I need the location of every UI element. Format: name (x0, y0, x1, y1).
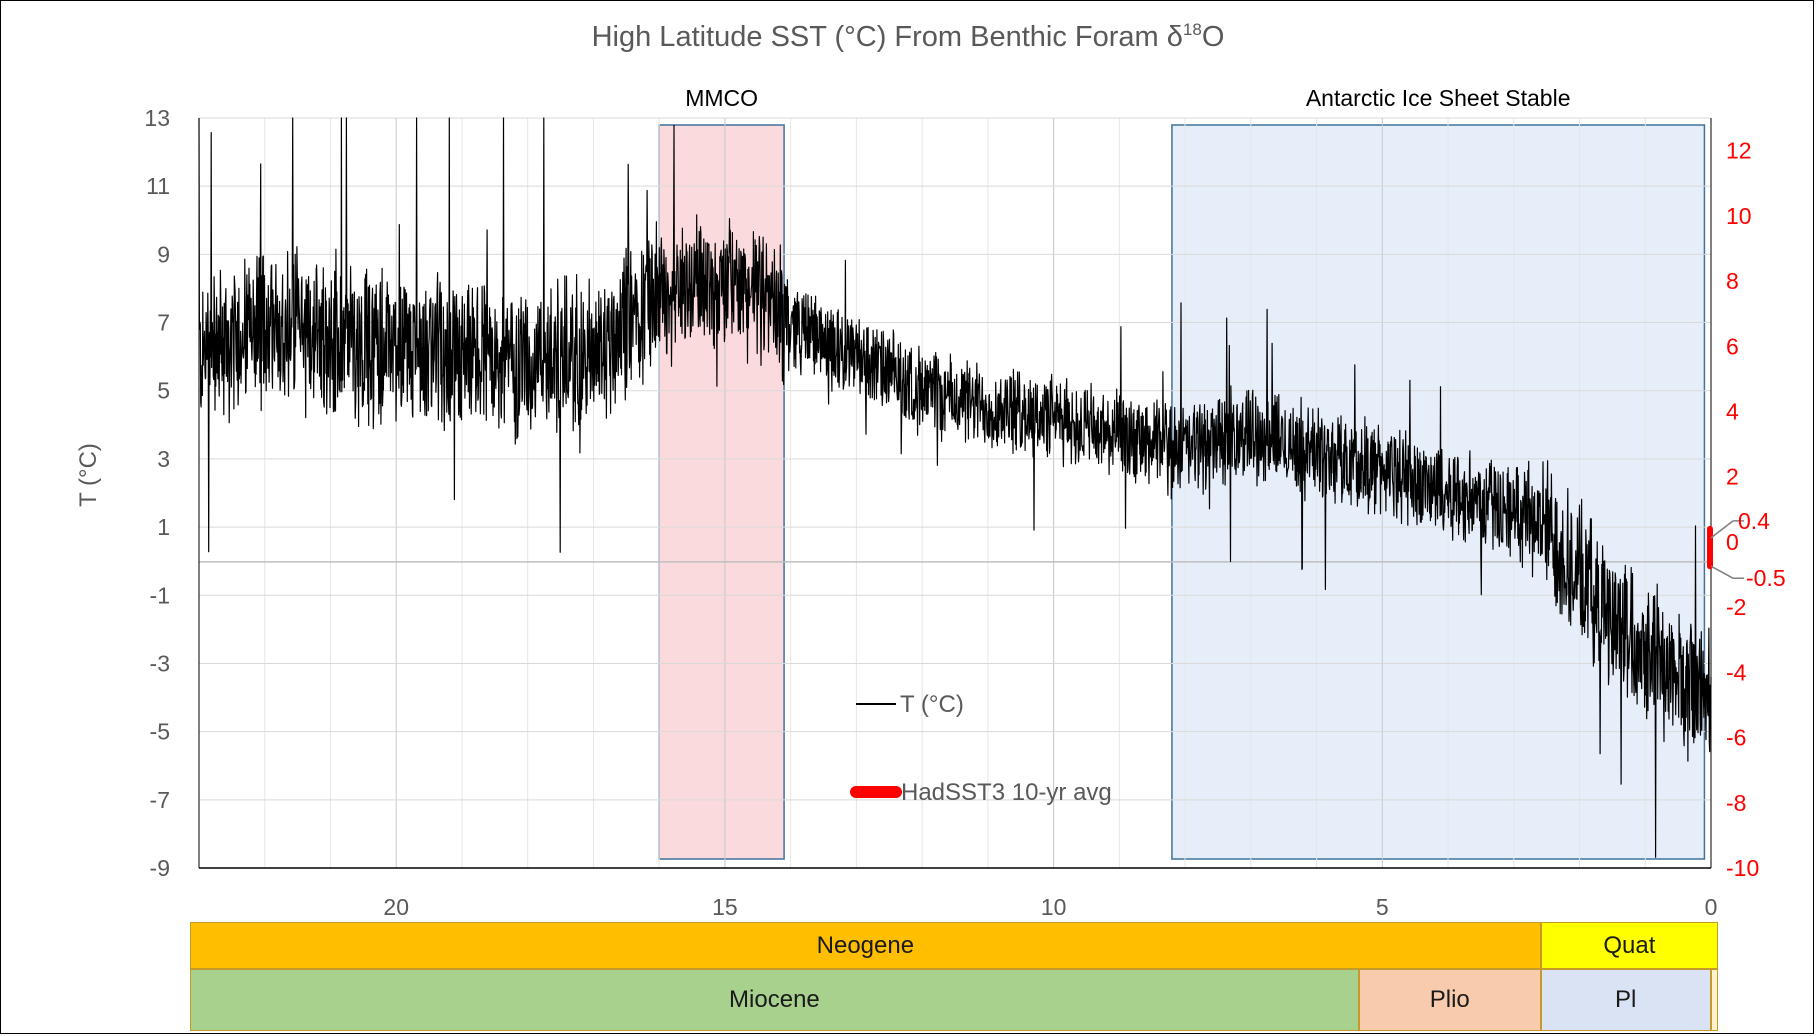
y-tick-label: -7 (150, 787, 170, 813)
y2-tick-label: 10 (1726, 203, 1752, 229)
period-band-quat: Quat (1540, 922, 1718, 969)
legend-label-temperature: T (°C) (900, 691, 964, 718)
legend-label-hadsst3: HadSST3 10-yr avg (901, 779, 1112, 806)
y2-tick-label: -6 (1726, 725, 1746, 751)
annotation-leader-lower (1710, 565, 1734, 579)
annotation-label-1: MMCO (685, 85, 758, 111)
y2-tick-label: 8 (1726, 268, 1739, 294)
y-tick-label: 7 (157, 310, 170, 336)
x-tick-label: 5 (1376, 894, 1389, 920)
period-band-neogene: Neogene (190, 922, 1541, 969)
y2-tick-label: -10 (1726, 855, 1759, 881)
epoch-band-miocene: Miocene (190, 969, 1359, 1031)
y-tick-label: -9 (150, 855, 170, 881)
epoch-band-holocene (1710, 969, 1718, 1031)
epoch-band-pl: Pl (1540, 969, 1711, 1031)
y2-tick-label: 6 (1726, 333, 1739, 359)
x-tick-label: 15 (712, 894, 738, 920)
y-tick-label: 13 (144, 105, 170, 131)
chart-title: High Latitude SST (°C) From Benthic Fora… (591, 20, 1225, 53)
y-tick-label: -5 (150, 719, 170, 745)
y-axis-title: T (°C) (75, 443, 102, 507)
x-tick-label: 10 (1041, 894, 1067, 920)
y-tick-label: -3 (150, 650, 170, 676)
annotation-label-2: Antarctic Ice Sheet Stable (1306, 85, 1571, 111)
y2-tick-label: 2 (1726, 464, 1739, 490)
y2-annotation-upper: 0.4 (1738, 508, 1770, 534)
x-tick-label: 0 (1705, 894, 1718, 920)
y-tick-label: 11 (146, 173, 170, 199)
x-tick-label: 20 (383, 894, 409, 920)
y2-tick-label: 0 (1726, 529, 1739, 555)
epoch-band-plio: Plio (1358, 969, 1541, 1031)
y2-annotation-lower: -0.5 (1746, 565, 1786, 591)
y-tick-label: 5 (157, 378, 170, 404)
series-line-temperature (198, 117, 1712, 858)
y2-tick-label: -4 (1726, 659, 1747, 685)
y-tick-label: 3 (157, 446, 170, 472)
y2-tick-label: 4 (1726, 398, 1739, 424)
y2-tick-label: -8 (1726, 790, 1746, 816)
y-tick-label: 1 (157, 514, 170, 540)
annotation-box-1 (658, 124, 785, 860)
annotation-leader-upper (1710, 520, 1734, 539)
y2-tick-label: 12 (1726, 138, 1752, 164)
y-tick-label: 9 (157, 241, 170, 267)
y-tick-label: -1 (150, 582, 170, 608)
y2-tick-label: -2 (1726, 594, 1746, 620)
